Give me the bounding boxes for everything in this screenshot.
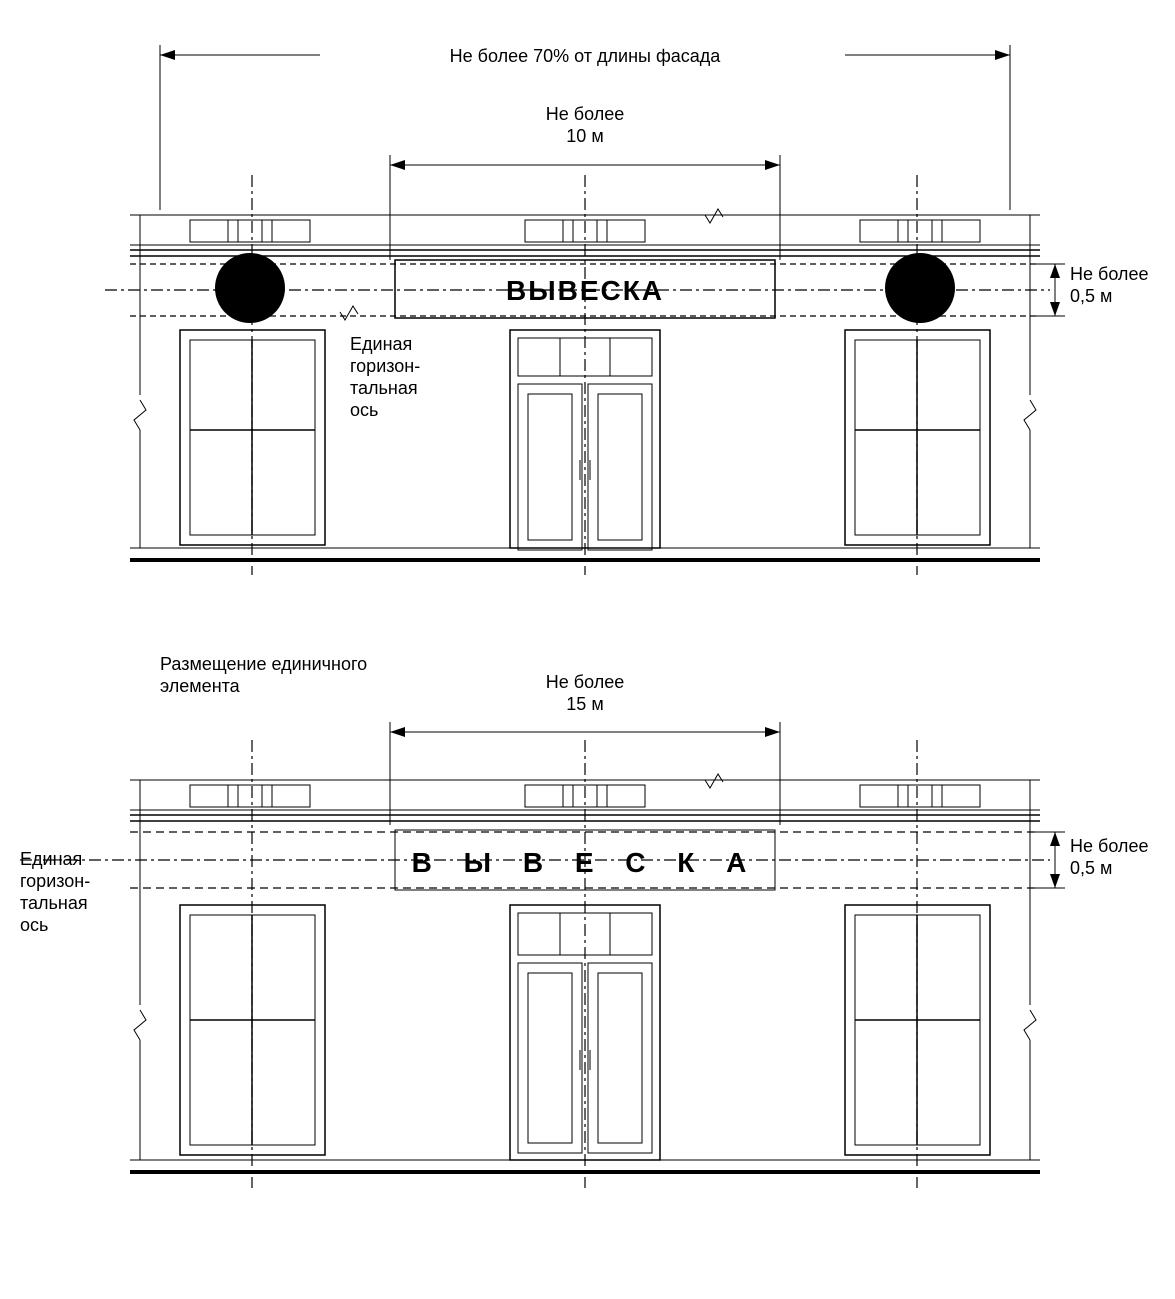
diagram-2: Размещение единичного элемента Не более … (20, 640, 1155, 1220)
diagram-1: Не более 70% от длины фасада Не более 10… (20, 20, 1155, 580)
facade-1: ВЫВЕСКА Не более 0,5 м Единая горизон- т… (105, 175, 1148, 575)
svg-text:ось: ось (350, 400, 378, 420)
dim-05m-2: Не более 0,5 м (1035, 832, 1148, 888)
d2-title-2: элемента (160, 676, 241, 696)
dim-05m-label1-1: Не более (1070, 264, 1148, 284)
circle-right (885, 253, 955, 323)
dim-10m-label2: 10 м (566, 126, 603, 146)
dim-70pct-label: Не более 70% от длины фасада (450, 46, 722, 66)
diagram-2-svg: Размещение единичного элемента Не более … (20, 640, 1155, 1220)
d2-title-1: Размещение единичного (160, 654, 367, 674)
svg-text:горизон-: горизон- (20, 871, 90, 891)
svg-text:Единая: Единая (350, 334, 412, 354)
axis-label-1: Единая горизон- тальная ось (350, 334, 420, 420)
svg-text:тальная: тальная (350, 378, 418, 398)
diagram-1-svg: Не более 70% от длины фасада Не более 10… (20, 20, 1155, 580)
dim-05m-label1-2: Не более (1070, 836, 1148, 856)
svg-text:ось: ось (20, 915, 48, 935)
circle-left (215, 253, 285, 323)
dim-15m-label1: Не более (546, 672, 624, 692)
dim-10m-label1: Не более (546, 104, 624, 124)
dim-05m-label2-1: 0,5 м (1070, 286, 1112, 306)
svg-text:Единая: Единая (20, 849, 82, 869)
dim-05m-label2-2: 0,5 м (1070, 858, 1112, 878)
axis-label-2: Единая горизон- тальная ось (20, 849, 90, 935)
svg-text:горизон-: горизон- (350, 356, 420, 376)
dim-05m-1: Не более 0,5 м (1035, 264, 1148, 316)
facade-2: В Ы В Е С К А Не более 0,5 м Единая гори… (20, 740, 1148, 1188)
svg-text:тальная: тальная (20, 893, 88, 913)
dim-15m-label2: 15 м (566, 694, 603, 714)
